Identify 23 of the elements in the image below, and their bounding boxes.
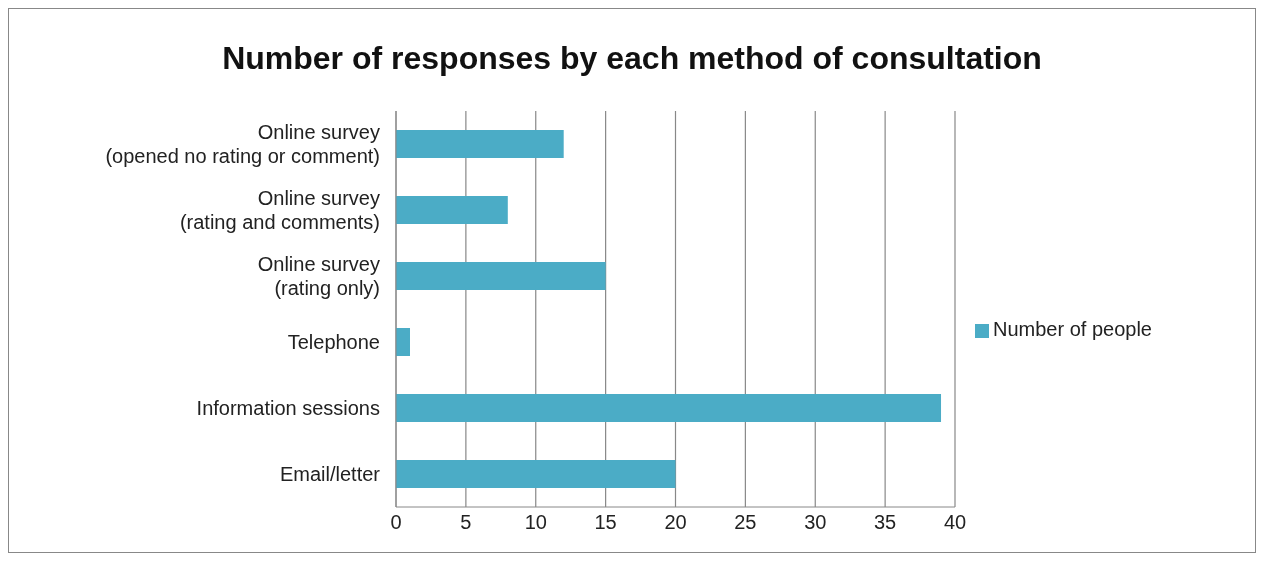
- bar: [396, 328, 410, 356]
- x-tick-label: 20: [664, 511, 687, 534]
- y-tick-label: Email/letter: [279, 463, 381, 485]
- y-tick-label: Online survey (opened no rating or comment): [105, 121, 380, 167]
- y-tick-label: Telephone: [287, 331, 380, 353]
- bar: [396, 460, 676, 488]
- x-tick-label: 0: [390, 511, 402, 534]
- bar: [396, 394, 942, 422]
- bar: [396, 196, 508, 224]
- x-tick-label: 40: [943, 511, 967, 534]
- x-tick-label: 35: [874, 511, 897, 534]
- x-tick-label: 25: [734, 511, 757, 534]
- bar: [396, 262, 606, 290]
- y-tick-label: Online survey (rating only): [257, 253, 380, 299]
- y-tick-label: Online survey (rating and comments): [179, 187, 380, 233]
- chart-title: Number of responses by each method of consultation: [221, 38, 1043, 78]
- y-tick-label: Information sessions: [196, 397, 380, 419]
- x-tick-label: 15: [594, 511, 617, 534]
- x-tick-label: 5: [460, 511, 472, 534]
- x-tick-label: 10: [524, 511, 547, 534]
- x-tick-label: 30: [804, 511, 827, 534]
- bar: [396, 130, 564, 158]
- legend-label: Number of people: [993, 318, 1152, 340]
